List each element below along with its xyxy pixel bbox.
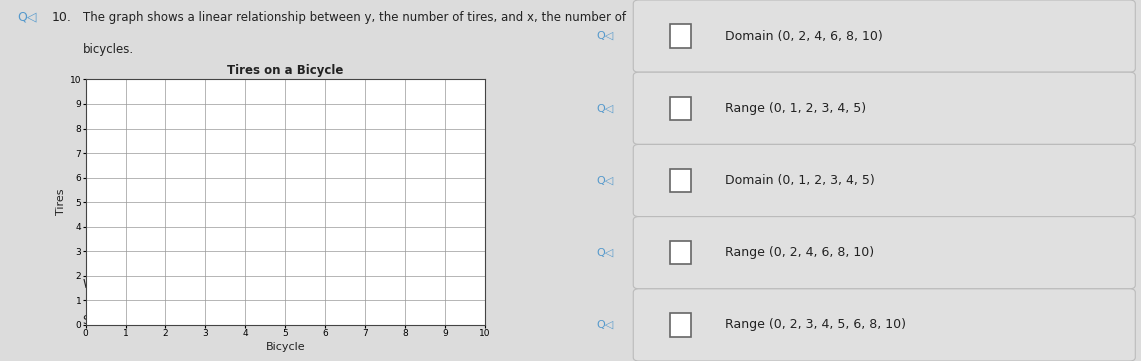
Bar [671,96,690,120]
Text: Q◁: Q◁ [596,103,614,113]
FancyBboxPatch shape [633,289,1135,361]
Bar [671,313,690,337]
Text: 10.: 10. [51,11,71,24]
Text: Q◁: Q◁ [596,320,614,330]
Text: Q◁: Q◁ [596,248,614,258]
Text: Range (0, 2, 3, 4, 5, 6, 8, 10): Range (0, 2, 3, 4, 5, 6, 8, 10) [725,318,906,331]
Bar [671,24,690,48]
Bar [671,241,690,264]
Text: Which statements are true?: Which statements are true? [82,278,248,291]
Text: Q◁: Q◁ [596,31,614,41]
Text: Select: Select [82,314,123,327]
Title: Tires on a Bicycle: Tires on a Bicycle [227,64,343,77]
Text: Range (0, 2, 4, 6, 8, 10): Range (0, 2, 4, 6, 8, 10) [725,246,874,259]
Bar [671,169,690,192]
Text: bicycles.: bicycles. [82,43,133,56]
FancyBboxPatch shape [633,0,1135,72]
Text: two: two [121,314,146,327]
X-axis label: Bicycle: Bicycle [266,342,305,352]
Text: The graph shows a linear relationship between y, the number of tires, and x, the: The graph shows a linear relationship be… [82,11,625,24]
Text: Q◁: Q◁ [596,175,614,186]
Text: correct answers.: correct answers. [147,314,249,327]
Text: Domain (0, 1, 2, 3, 4, 5): Domain (0, 1, 2, 3, 4, 5) [725,174,874,187]
FancyBboxPatch shape [633,217,1135,289]
FancyBboxPatch shape [633,144,1135,217]
Text: Domain (0, 2, 4, 6, 8, 10): Domain (0, 2, 4, 6, 8, 10) [725,30,882,43]
Text: Range (0, 1, 2, 3, 4, 5): Range (0, 1, 2, 3, 4, 5) [725,102,866,115]
FancyBboxPatch shape [633,72,1135,144]
Y-axis label: Tires: Tires [56,189,66,216]
Text: Q◁: Q◁ [17,11,37,24]
